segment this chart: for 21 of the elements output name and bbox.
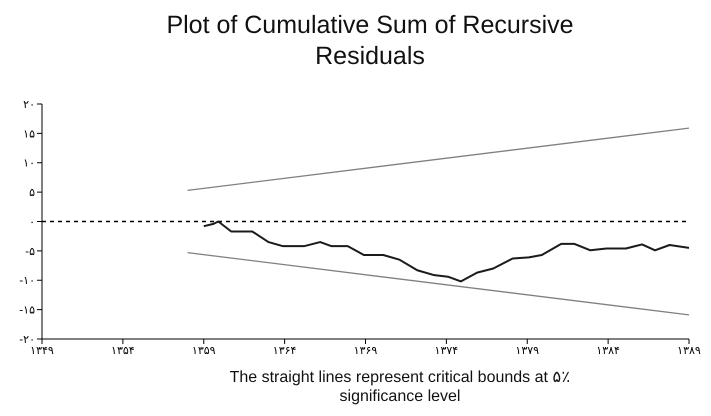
y-tick-label: -۱۵ — [19, 304, 36, 317]
x-tick-label: ۱۳۵۴ — [111, 344, 135, 357]
x-tick-label: ۱۳۶۴ — [272, 344, 297, 357]
x-tick-label: ۱۳۶۹ — [354, 344, 378, 357]
x-tick-label: ۱۳۵۹ — [192, 344, 216, 357]
y-tick-label: ۲۰ — [23, 98, 35, 111]
y-tick-label: ۱۵ — [23, 127, 36, 140]
x-tick-label: ۱۳۴۹ — [30, 344, 54, 357]
y-tick-label: -۲۰ — [19, 332, 35, 346]
x-tick-label: ۱۳۷۴ — [434, 344, 458, 357]
y-tick-label: -۵ — [25, 244, 36, 258]
line-series — [202, 220, 689, 282]
x-tick-label: ۱۳۷۹ — [515, 344, 540, 357]
y-tick-label: ۰ — [29, 215, 35, 228]
x-tick-label: ۱۳۸۴ — [596, 344, 620, 357]
y-tick-label: ۵ — [29, 186, 36, 200]
x-tick-label: ۱۳۸۹ — [677, 344, 701, 357]
text: The straight lines represent critical bounds at ۵٪ significance level — [228, 368, 572, 406]
chart-title: Plot of Cumulative Sum of Recursive Residuals — [165, 10, 575, 72]
y-tick-label: ۱۰ — [23, 156, 35, 170]
y-tick-label: -۱۰ — [19, 274, 35, 288]
